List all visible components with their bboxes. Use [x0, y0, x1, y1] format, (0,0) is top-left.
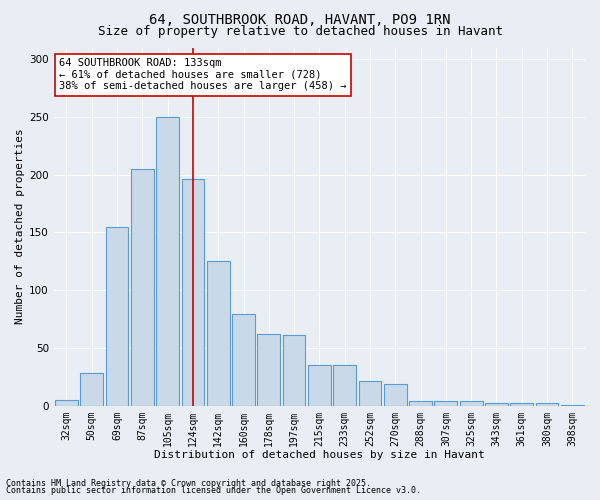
- Bar: [283, 335, 305, 406]
- Bar: [182, 179, 204, 406]
- Bar: [485, 404, 508, 406]
- Bar: [561, 404, 584, 406]
- Bar: [80, 374, 103, 406]
- Bar: [511, 404, 533, 406]
- Bar: [106, 226, 128, 406]
- Bar: [232, 314, 255, 406]
- Bar: [334, 366, 356, 406]
- Text: Contains public sector information licensed under the Open Government Licence v3: Contains public sector information licen…: [6, 486, 421, 495]
- Bar: [434, 401, 457, 406]
- Bar: [308, 366, 331, 406]
- Bar: [409, 401, 432, 406]
- Text: 64 SOUTHBROOK ROAD: 133sqm
← 61% of detached houses are smaller (728)
38% of sem: 64 SOUTHBROOK ROAD: 133sqm ← 61% of deta…: [59, 58, 347, 92]
- Bar: [257, 334, 280, 406]
- Text: Contains HM Land Registry data © Crown copyright and database right 2025.: Contains HM Land Registry data © Crown c…: [6, 478, 371, 488]
- Bar: [156, 117, 179, 406]
- Bar: [460, 401, 482, 406]
- Bar: [55, 400, 78, 406]
- Bar: [359, 382, 382, 406]
- Text: Size of property relative to detached houses in Havant: Size of property relative to detached ho…: [97, 25, 503, 38]
- Y-axis label: Number of detached properties: Number of detached properties: [15, 128, 25, 324]
- X-axis label: Distribution of detached houses by size in Havant: Distribution of detached houses by size …: [154, 450, 485, 460]
- Bar: [536, 404, 559, 406]
- Text: 64, SOUTHBROOK ROAD, HAVANT, PO9 1RN: 64, SOUTHBROOK ROAD, HAVANT, PO9 1RN: [149, 12, 451, 26]
- Bar: [131, 169, 154, 406]
- Bar: [384, 384, 407, 406]
- Bar: [207, 262, 230, 406]
